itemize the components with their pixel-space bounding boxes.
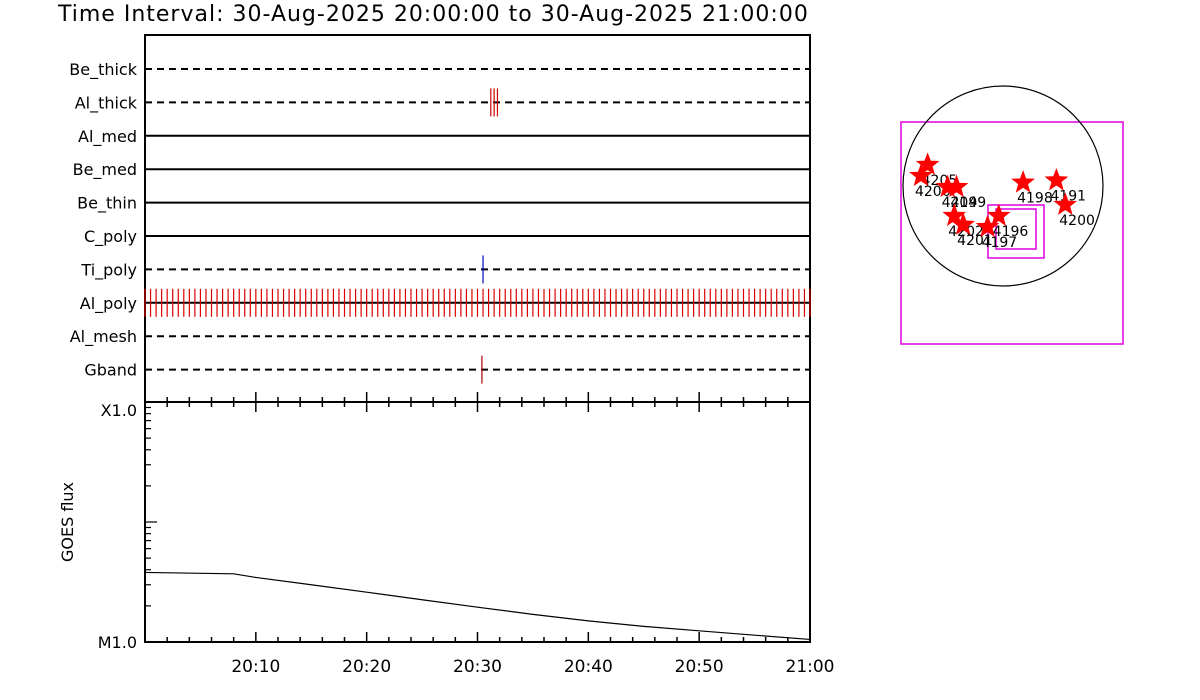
active-region-label: 4197: [982, 235, 1018, 251]
timeline-frame: [144, 34, 811, 403]
active-region-star-icon: [1011, 170, 1035, 193]
channel-label-al_mesh: Al_mesh: [70, 327, 137, 347]
page-title: Time Interval: 30-Aug-2025 20:00:00 to 3…: [58, 2, 809, 27]
active-region-label: 4196: [993, 224, 1029, 240]
x-tick-label: 20:30: [453, 657, 502, 677]
x-tick-label: 21:00: [786, 657, 835, 677]
active-region-star-icon: [1053, 192, 1078, 215]
channel-label-be_med: Be_med: [73, 160, 137, 180]
channel-label-c_poly: C_poly: [84, 227, 137, 247]
x-tick-label: 20:40: [564, 657, 613, 677]
active-region-label: 4204: [942, 195, 978, 211]
channel-label-gband: Gband: [84, 361, 137, 380]
y-tick-label-top: X1.0: [101, 401, 137, 420]
solar-disk: [902, 85, 1104, 287]
active-region-star-icon: [975, 214, 1000, 238]
goes-frame: [144, 401, 811, 643]
channel-label-ti_poly: Ti_poly: [80, 260, 137, 280]
active-region-star-icon: [944, 174, 969, 198]
active-region-star-icon: [915, 152, 940, 175]
active-region-label: 4200: [1059, 213, 1095, 229]
channel-label-al_med: Al_med: [78, 127, 137, 147]
y-axis-label: GOES flux: [58, 482, 77, 562]
active-region-star-icon: [951, 212, 975, 235]
active-region-star-icon: [909, 163, 933, 186]
active-region-star-icon: [942, 203, 967, 226]
channel-label-al_poly: Al_poly: [80, 294, 137, 314]
channel-label-be_thin: Be_thin: [77, 194, 137, 214]
active-region-label: 4198: [1017, 191, 1053, 207]
goes-flux-line: [144, 571, 811, 641]
channel-label-be_thick: Be_thick: [69, 60, 137, 80]
x-tick-label: 20:10: [231, 657, 280, 677]
x-tick-label: 20:50: [675, 657, 724, 677]
active-region-label: 4191: [1050, 188, 1086, 204]
zoom-box-inner: [995, 208, 1037, 250]
active-region-label: 4199: [951, 195, 987, 211]
field-of-view-box: [900, 121, 1124, 345]
active-region-star-icon: [986, 203, 1011, 226]
x-tick-label: 20:20: [342, 657, 391, 677]
active-region-label: 4201: [957, 233, 993, 249]
channel-label-al_thick: Al_thick: [75, 93, 138, 113]
y-tick-label-bottom: M1.0: [98, 633, 137, 652]
active-region-star-icon: [1044, 167, 1069, 191]
